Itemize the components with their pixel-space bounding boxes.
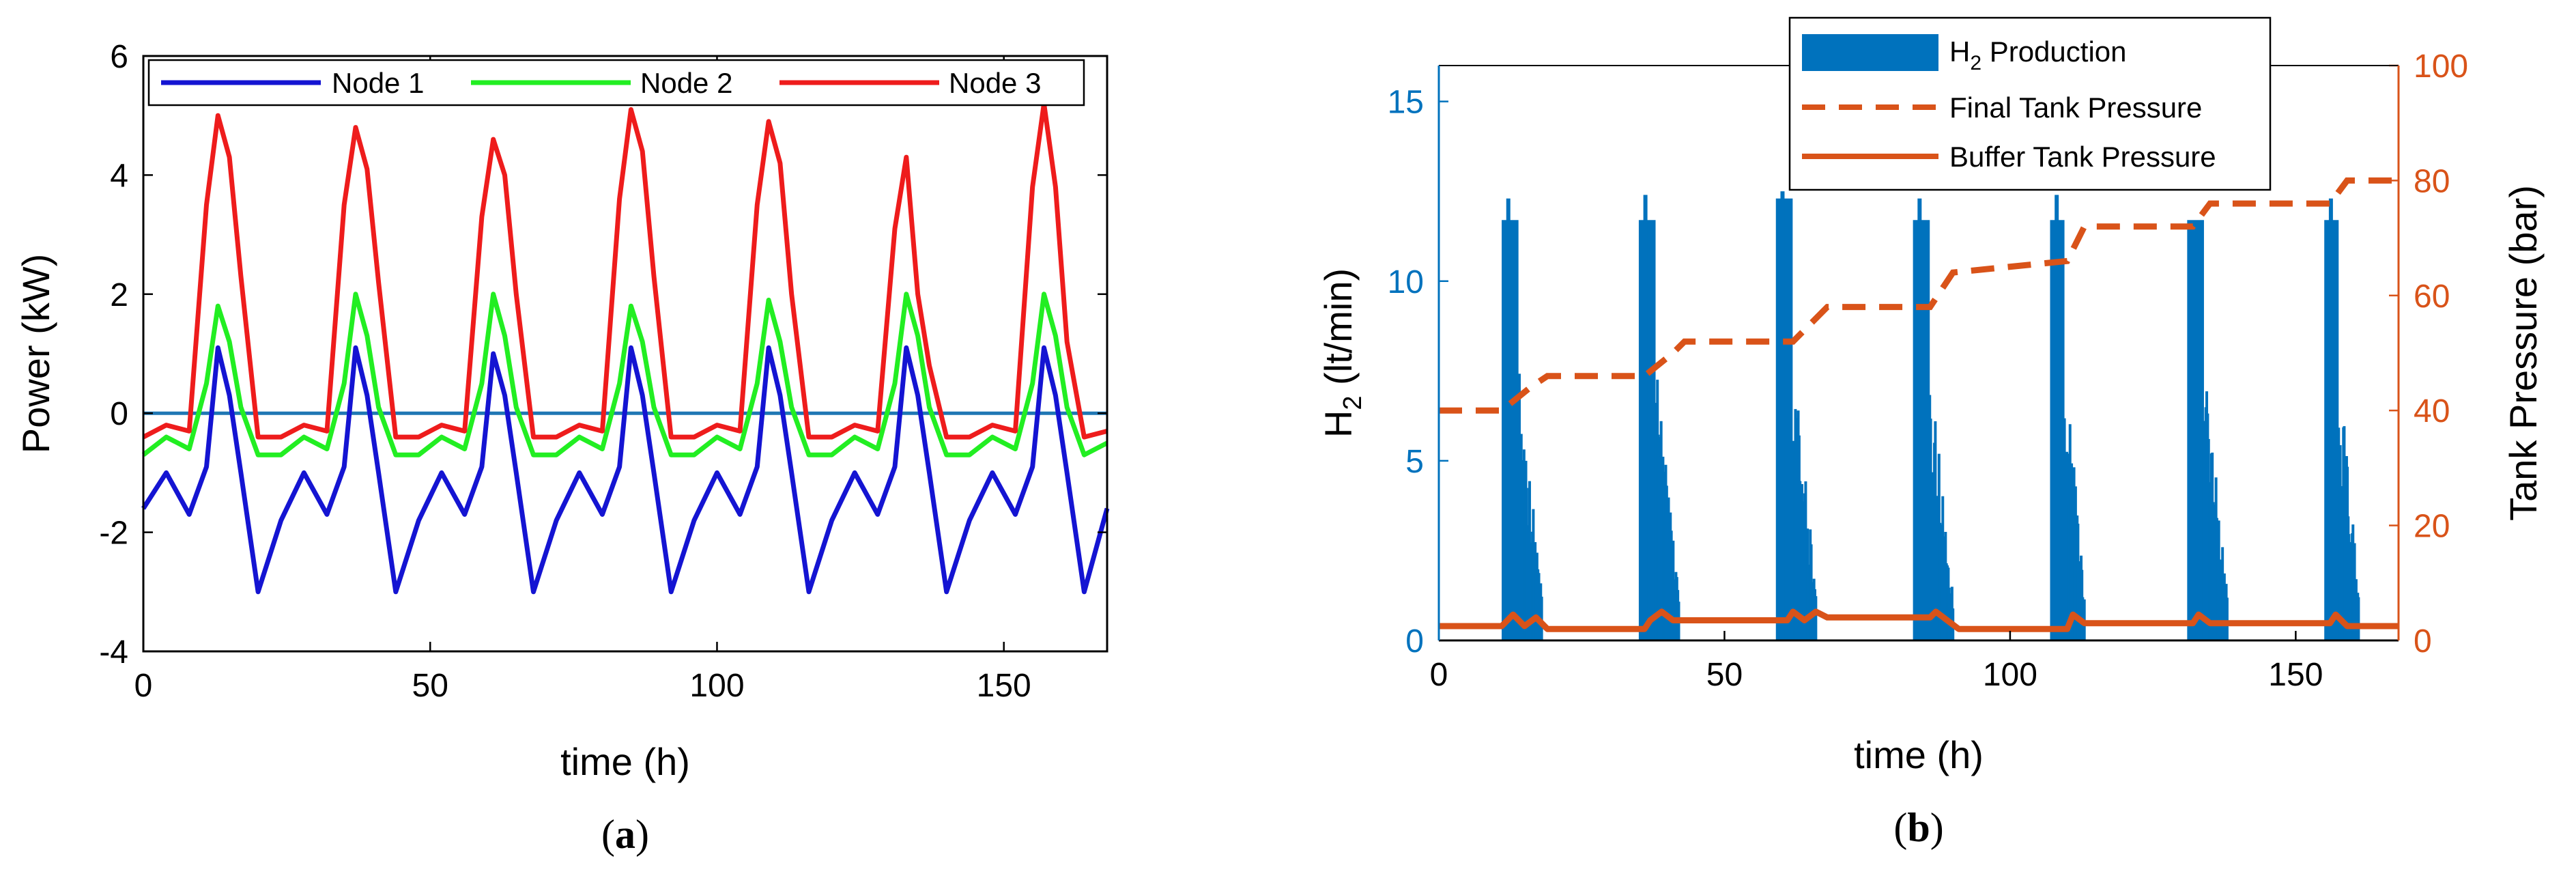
- series-line-node-2: [141, 292, 1108, 457]
- chart-a-series-group: [141, 101, 1110, 595]
- h2-production-spike: [1506, 198, 1511, 640]
- h2-production-spike: [1643, 195, 1648, 640]
- h2-production-spike: [2328, 198, 2333, 640]
- h2-production-burst: [2187, 220, 2229, 641]
- chart-b-right-y-tick-label: 40: [2414, 393, 2450, 429]
- h2-production-burst: [1502, 198, 1543, 641]
- h2-production-spike: [1917, 198, 1922, 640]
- chart-b-right-y-tick-label: 60: [2414, 279, 2450, 315]
- chart-b-lines-group: [1439, 177, 2399, 632]
- chart-b-left-y-axis-label: H2 (lt/min): [1317, 268, 1367, 438]
- chart-b-x-tick-label: 100: [1983, 657, 2037, 693]
- h2-production-burst: [2324, 198, 2360, 641]
- chart-b-x-tick-label: 150: [2268, 657, 2323, 693]
- panel-label-a: (a): [601, 812, 649, 857]
- chart-b-x-tick-label: 0: [1430, 657, 1448, 693]
- chart-a-axes-box: [142, 55, 1108, 653]
- chart-b-right-y-tick-label: 20: [2414, 509, 2450, 545]
- chart-b-right-y-tick-label: 80: [2414, 163, 2450, 199]
- legend-label-node-2: Node 2: [640, 67, 732, 99]
- chart-b-right-y-axis-label: Tank Pressure (bar): [2502, 185, 2545, 521]
- h2-production-spike: [2055, 195, 2059, 640]
- chart-a-y-tick-label: -4: [99, 634, 128, 670]
- chart-a-x-tick-label: 0: [134, 668, 153, 704]
- series-line-node-1: [141, 345, 1110, 595]
- chart-b-legend: H2 Production Final Tank Pressure Buffer…: [1788, 16, 2272, 191]
- legend-label-buffer-tank-pressure: Buffer Tank Pressure: [1949, 141, 2216, 173]
- chart-b-left-y-tick-label: 10: [1388, 264, 1424, 300]
- chart-a-y-tick-label: 2: [110, 277, 128, 313]
- chart-a: 0 50 100 150 -4 -2 0 2 4 6 Node 1 Node 2 Node 3 t…: [14, 39, 1110, 857]
- chart-a-x-tick-label: 150: [977, 668, 1031, 704]
- chart-a-x-tick-label: 100: [689, 668, 744, 704]
- chart-b-left-y-tick-label: 5: [1405, 444, 1424, 480]
- chart-b-x-tick-label: 50: [1706, 657, 1743, 693]
- h2-production-spike: [2192, 299, 2196, 640]
- chart-a-y-axis-label: Power (kW): [14, 254, 57, 453]
- chart-a-y-tick-label: 0: [110, 396, 128, 432]
- chart-a-ticks: 0 50 100 150 -4 -2 0 2 4 6: [99, 39, 1107, 704]
- chart-a-y-tick-label: 6: [110, 39, 128, 75]
- chart-a-legend: Node 1 Node 2 Node 3: [147, 59, 1085, 107]
- chart-a-y-tick-label: -2: [99, 515, 128, 552]
- chart-b-x-axis-label: time (h): [1854, 733, 1984, 776]
- h2-production-spike: [1780, 191, 1785, 640]
- chart-b-left-y-tick-label: 0: [1405, 623, 1424, 660]
- chart-b-right-y-tick-label: 0: [2414, 623, 2432, 660]
- legend-label-h2-production: H2 Production: [1949, 36, 2127, 74]
- chart-a-x-tick-label: 50: [412, 668, 448, 704]
- chart-a-y-tick-label: 4: [110, 158, 128, 194]
- legend-swatch-h2-production: [1802, 34, 1938, 71]
- series-line-buffer-tank-pressure: [1439, 608, 2399, 632]
- chart-b-right-y-tick-label: 100: [2414, 48, 2468, 85]
- series-line-node-3: [142, 101, 1108, 440]
- legend-label-node-1: Node 1: [332, 67, 424, 99]
- chart-a-x-axis-label: time (h): [560, 740, 690, 783]
- chart-b-left-y-tick-label: 15: [1388, 85, 1424, 121]
- legend-label-node-3: Node 3: [949, 67, 1041, 99]
- series-line-final-tank-pressure: [1439, 177, 2399, 414]
- legend-label-final-tank-pressure: Final Tank Pressure: [1949, 91, 2202, 124]
- panel-label-b: (b): [1893, 805, 1943, 850]
